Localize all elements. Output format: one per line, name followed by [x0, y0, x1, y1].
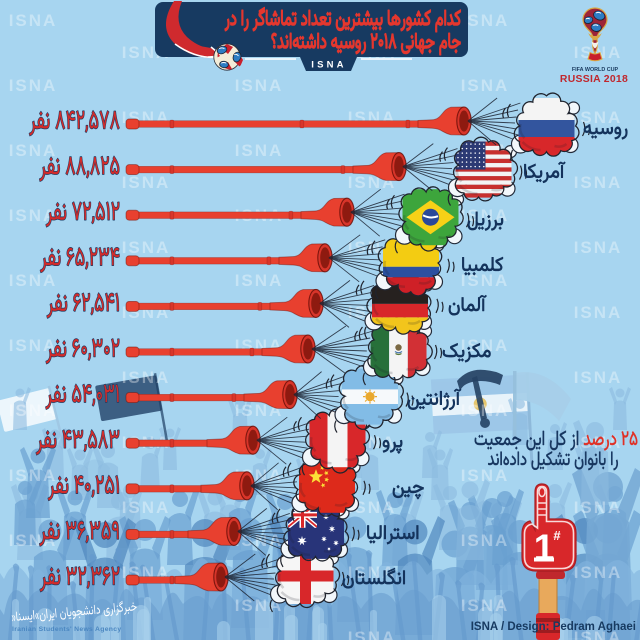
svg-text:ISNA: ISNA [574, 498, 623, 517]
svg-text:ISNA: ISNA [461, 531, 510, 550]
svg-text:ISNA: ISNA [574, 628, 623, 640]
svg-text:ISNA: ISNA [9, 76, 58, 95]
svg-text:ISNA: ISNA [122, 173, 171, 192]
svg-text:ISNA: ISNA [9, 11, 58, 30]
svg-text:ISNA: ISNA [461, 466, 510, 485]
svg-text:ISNA: ISNA [348, 628, 397, 640]
svg-text:ISNA: ISNA [574, 173, 623, 192]
svg-text:ISNA: ISNA [574, 563, 623, 582]
svg-text:ISNA: ISNA [9, 466, 58, 485]
svg-text:ISNA: ISNA [9, 401, 58, 420]
svg-text:RUSSIA 2018: RUSSIA 2018 [560, 74, 628, 85]
svg-text:ISNA: ISNA [122, 238, 171, 257]
svg-text:ISNA: ISNA [122, 368, 171, 387]
svg-text:#: # [553, 528, 561, 543]
svg-text:ISNA: ISNA [9, 336, 58, 355]
svg-text:ISNA: ISNA [235, 596, 284, 615]
svg-text:ISNA: ISNA [122, 498, 171, 517]
svg-text:ISNA: ISNA [574, 43, 623, 62]
svg-text:ISNA: ISNA [461, 271, 510, 290]
svg-text:ISNA: ISNA [348, 498, 397, 517]
svg-text:ISNA: ISNA [9, 206, 58, 225]
svg-text:FIFA WORLD CUP: FIFA WORLD CUP [572, 67, 619, 73]
svg-text:ISNA: ISNA [574, 238, 623, 257]
svg-text:ISNA: ISNA [574, 368, 623, 387]
svg-text:ISNA: ISNA [461, 336, 510, 355]
svg-text:ISNA: ISNA [311, 60, 347, 71]
svg-text:ISNA: ISNA [574, 108, 623, 127]
svg-text:ISNA: ISNA [9, 271, 58, 290]
svg-text:ISNA: ISNA [461, 76, 510, 95]
svg-text:Iranian Students' News Agency: Iranian Students' News Agency [12, 626, 121, 633]
svg-text:ISNA: ISNA [235, 76, 284, 95]
svg-text:ISNA: ISNA [235, 531, 284, 550]
svg-text:ISNA: ISNA [235, 141, 284, 160]
svg-text:ISNA: ISNA [461, 11, 510, 30]
svg-text:ISNA: ISNA [574, 303, 623, 322]
svg-text:ISNA: ISNA [235, 401, 284, 420]
svg-text:ISNA: ISNA [235, 271, 284, 290]
svg-text:ISNA: ISNA [348, 563, 397, 582]
svg-text:ISNA: ISNA [461, 596, 510, 615]
svg-text:ISNA / Design: Pedram Aghaei: ISNA / Design: Pedram Aghaei [471, 621, 636, 633]
svg-text:ISNA: ISNA [461, 401, 510, 420]
svg-text:ISNA: ISNA [348, 238, 397, 257]
svg-text:ISNA: ISNA [9, 141, 58, 160]
svg-text:1: 1 [534, 527, 555, 568]
